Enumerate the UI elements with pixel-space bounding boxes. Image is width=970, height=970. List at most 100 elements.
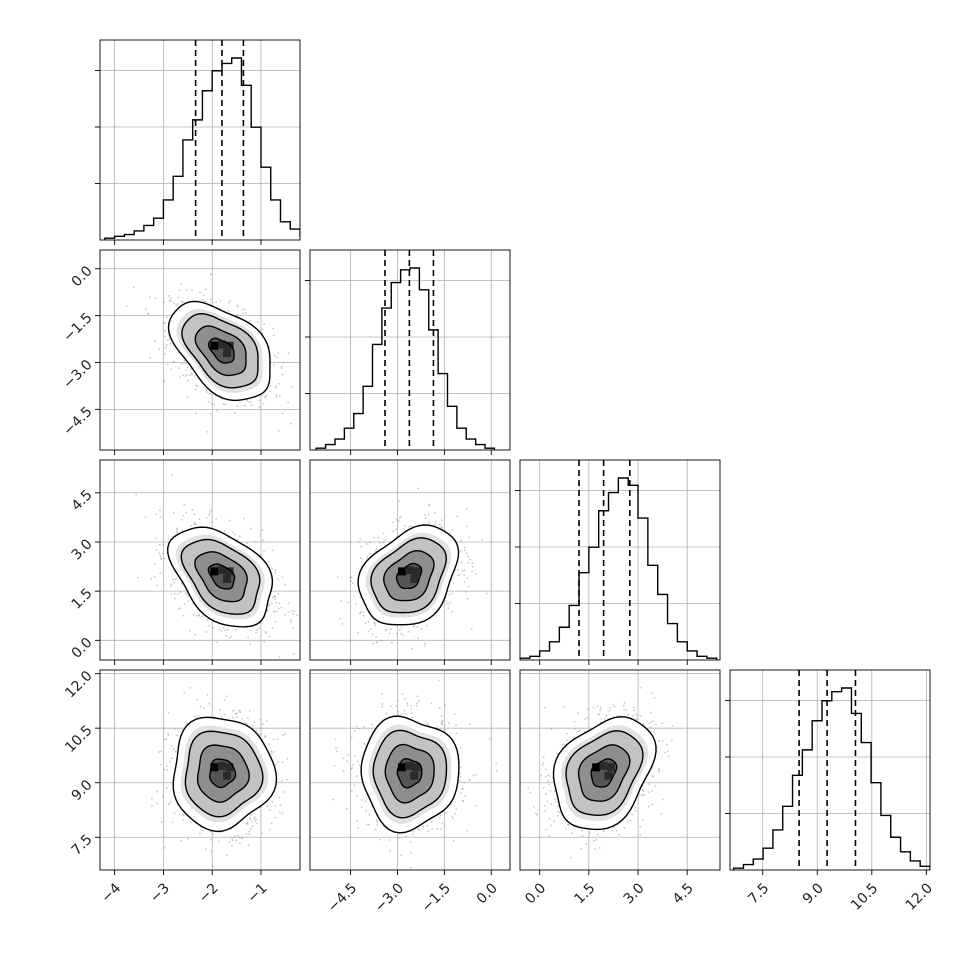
scatter-point — [460, 766, 462, 769]
scatter-point — [266, 805, 269, 808]
scatter-point — [599, 706, 602, 709]
scatter-point — [595, 839, 598, 841]
scatter-point — [247, 717, 249, 719]
scatter-point — [434, 523, 436, 526]
scatter-point — [186, 396, 189, 398]
contour-line — [194, 551, 248, 603]
scatter-point — [565, 828, 568, 830]
scatter-point — [377, 536, 380, 539]
scatter-point — [250, 527, 252, 530]
scatter-point — [234, 533, 237, 536]
scatter-point — [274, 763, 277, 766]
scatter-point — [558, 811, 561, 814]
x-tick-label: −4 — [98, 880, 124, 906]
scatter-point — [437, 679, 440, 682]
scatter-point — [205, 288, 207, 291]
x-tick-label: −1.5 — [419, 880, 454, 915]
scatter-point — [281, 761, 284, 764]
scatter-point — [410, 705, 413, 707]
scatter-point — [247, 636, 250, 639]
scatter-point — [262, 402, 265, 405]
density-peak — [210, 341, 219, 350]
scatter-point — [444, 729, 446, 731]
scatter-point — [282, 734, 285, 737]
scatter-point — [205, 631, 208, 633]
scatter-point — [226, 854, 229, 857]
scatter-point — [599, 709, 601, 712]
scatter-point — [417, 637, 419, 640]
scatter-point — [250, 813, 252, 816]
x-tick-label: −1 — [245, 880, 271, 906]
scatter-point — [608, 709, 611, 712]
scatter-point — [173, 592, 176, 595]
scatter-point — [219, 709, 221, 711]
scatter-point — [165, 344, 168, 347]
scatter-point — [175, 304, 178, 307]
scatter-point — [547, 780, 550, 783]
scatter-point — [661, 740, 664, 742]
scatter-point — [354, 755, 357, 757]
scatter-point — [471, 566, 474, 568]
scatter-point — [380, 640, 383, 642]
scatter-point — [281, 780, 283, 782]
scatter-point — [253, 818, 256, 820]
y-tick-label: 0.0 — [69, 263, 96, 290]
scatter-point — [136, 576, 139, 579]
contour-line — [209, 758, 237, 789]
scatter-point — [456, 515, 458, 518]
scatter-point — [352, 582, 354, 585]
scatter-point — [178, 608, 180, 611]
y-tick-label: −1.5 — [60, 310, 95, 345]
scatter-point — [463, 569, 466, 572]
density-peak — [599, 761, 608, 770]
scatter-point — [368, 813, 371, 816]
contour-line — [384, 743, 435, 804]
scatter-point — [271, 549, 274, 552]
scatter-point — [172, 360, 175, 363]
scatter-point — [581, 829, 583, 832]
scatter-point — [168, 803, 171, 806]
scatter-point — [402, 634, 405, 637]
scatter-point — [465, 525, 468, 528]
scatter-point — [159, 516, 162, 518]
scatter-point — [228, 301, 230, 304]
scatter-point — [231, 845, 233, 847]
scatter-point — [212, 864, 215, 867]
scatter-point — [173, 811, 176, 814]
scatter-point — [554, 798, 557, 801]
scatter-point — [268, 635, 271, 638]
scatter-point — [464, 591, 467, 593]
scatter-point — [459, 792, 462, 795]
contour-line — [360, 715, 460, 834]
scatter-point — [242, 517, 245, 520]
scatter-point — [567, 823, 569, 826]
scatter-point — [233, 412, 236, 415]
scatter-point — [265, 394, 268, 397]
scatter-point — [398, 517, 401, 519]
scatter-point — [160, 558, 163, 561]
scatter-point — [251, 821, 253, 823]
scatter-point — [238, 535, 241, 538]
scatter-point — [449, 602, 452, 604]
scatter-point — [181, 363, 184, 365]
scatter-point — [481, 538, 483, 541]
scatter-point — [248, 709, 251, 712]
scatter-point — [561, 743, 564, 746]
scatter-point — [296, 614, 299, 617]
scatter-point — [177, 296, 180, 299]
scatter-point — [255, 818, 257, 821]
scatter-point — [443, 724, 446, 727]
scatter-point — [203, 300, 206, 303]
y-tick-label: −4.5 — [60, 404, 95, 439]
scatter-point — [441, 822, 443, 825]
scatter-point — [149, 356, 152, 359]
scatter-point — [193, 513, 196, 516]
density-peak — [412, 763, 421, 772]
scatter-point — [420, 627, 423, 630]
scatter-point — [174, 578, 177, 581]
scatter-point — [471, 562, 474, 565]
scatter-point — [258, 627, 260, 630]
scatter-point — [441, 722, 443, 725]
scatter-point — [228, 840, 231, 843]
scatter-point — [433, 511, 436, 514]
